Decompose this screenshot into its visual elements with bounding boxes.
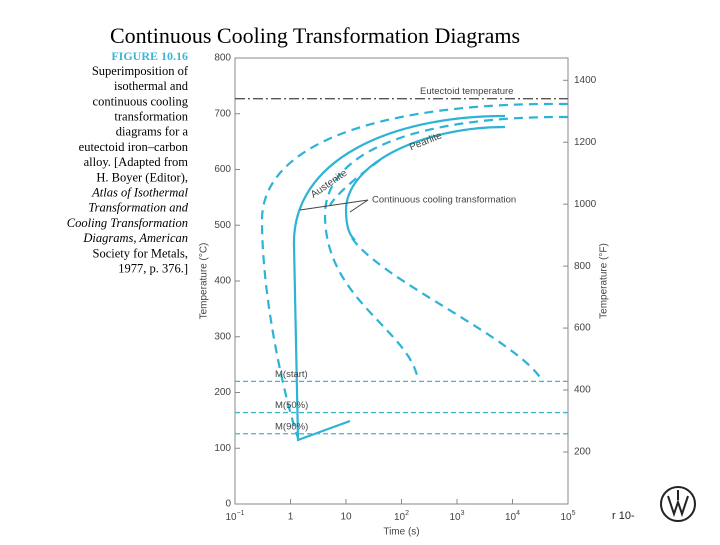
caption-line: Atlas of Isothermal xyxy=(91,185,188,199)
arrows xyxy=(299,199,369,213)
caption-line: Cooling Transformation xyxy=(67,216,188,230)
y2-tick-label: 200 xyxy=(574,447,591,458)
y2-tick-label: 600 xyxy=(574,323,591,334)
caption-line: Society for Metals, xyxy=(93,246,188,260)
x-tick-exponent: 3 xyxy=(461,510,465,517)
x-tick-label: 10−1 xyxy=(225,510,244,523)
y-tick-label: 700 xyxy=(214,108,231,119)
x-tick-label: 104 xyxy=(505,510,520,523)
y2-tick-label: 1000 xyxy=(574,199,597,210)
x-tick-base: 10 xyxy=(560,512,572,523)
figure-number: FIGURE 10.16 xyxy=(111,49,188,63)
y-axis-label: Temperature (°C) xyxy=(199,243,210,320)
x-tick-exponent: 2 xyxy=(405,510,409,517)
caption-line: isothermal and xyxy=(114,79,189,93)
caption-line: Transformation and xyxy=(88,201,188,215)
x-tick-exponent: 5 xyxy=(572,510,576,517)
x-tick-label: 1 xyxy=(288,512,294,523)
y-tick-label: 0 xyxy=(225,499,231,510)
x-tick-exponent: −1 xyxy=(237,510,245,517)
caption-line: transformation xyxy=(114,109,188,123)
x-tick-exponent: 4 xyxy=(516,510,520,517)
y2-tick-label: 800 xyxy=(574,261,591,272)
arrow xyxy=(349,199,369,213)
reference-label: M(50%) xyxy=(275,400,308,411)
cct-start xyxy=(292,114,506,442)
reference-label: M(90%) xyxy=(275,421,308,432)
x-tick-label: 103 xyxy=(449,510,464,523)
isothermal-start xyxy=(260,102,569,439)
x-tick-base: 10 xyxy=(394,512,406,523)
isothermal-finish xyxy=(323,115,569,381)
caption-line: continuous cooling xyxy=(93,94,189,108)
isothermal-finish-lower xyxy=(351,237,544,383)
y2-tick-label: 400 xyxy=(574,385,591,396)
cct-finish xyxy=(344,125,506,241)
x-axis-label: Time (s) xyxy=(383,527,419,538)
arrow xyxy=(299,199,369,211)
reference-label: Eutectoid temperature xyxy=(420,86,513,97)
y2-tick-label: 1400 xyxy=(574,75,597,86)
slide-title: Continuous Cooling Transformation Diagra… xyxy=(110,23,520,48)
x-tick-base: 10 xyxy=(505,512,517,523)
logo xyxy=(660,486,696,522)
reference-label: M(start) xyxy=(275,369,308,380)
x-tick-label: 10 xyxy=(340,512,352,523)
x-tick-label: 105 xyxy=(560,510,575,523)
x-tick-base: 10 xyxy=(449,512,461,523)
caption-line: diagrams for a xyxy=(116,125,189,139)
caption-line: Superimposition of xyxy=(92,64,189,78)
y-tick-label: 100 xyxy=(214,443,231,454)
caption-line: alloy. [Adapted from xyxy=(84,155,189,169)
caption-line: H. Boyer (Editor), xyxy=(96,170,188,184)
y-tick-label: 600 xyxy=(214,164,231,175)
y-tick-label: 800 xyxy=(214,53,231,64)
footer: r 10- xyxy=(612,510,635,522)
y-tick-label: 200 xyxy=(214,387,231,398)
annotation: Continuous cooling transformation xyxy=(372,195,516,206)
annotation: Austenite xyxy=(309,167,350,200)
y2-tick-label: 1200 xyxy=(574,137,597,148)
caption-line: 1977, p. 376.] xyxy=(118,261,188,275)
curves xyxy=(260,102,569,442)
y-tick-label: 300 xyxy=(214,331,231,342)
y-tick-label: 400 xyxy=(214,276,231,287)
x-tick-base: 10 xyxy=(225,512,237,523)
axes: 0 100 200 300 400 500 600 700 800 200 400 600 800 100… xyxy=(199,53,610,538)
pearlite-boundary xyxy=(329,159,381,206)
x-tick-label: 102 xyxy=(394,510,409,523)
y2-axis-label: Temperature (°F) xyxy=(599,243,610,319)
y-tick-label: 500 xyxy=(214,220,231,231)
caption-line: eutectoid iron–carbon xyxy=(79,140,189,154)
caption-line: Diagrams, American xyxy=(82,231,188,245)
